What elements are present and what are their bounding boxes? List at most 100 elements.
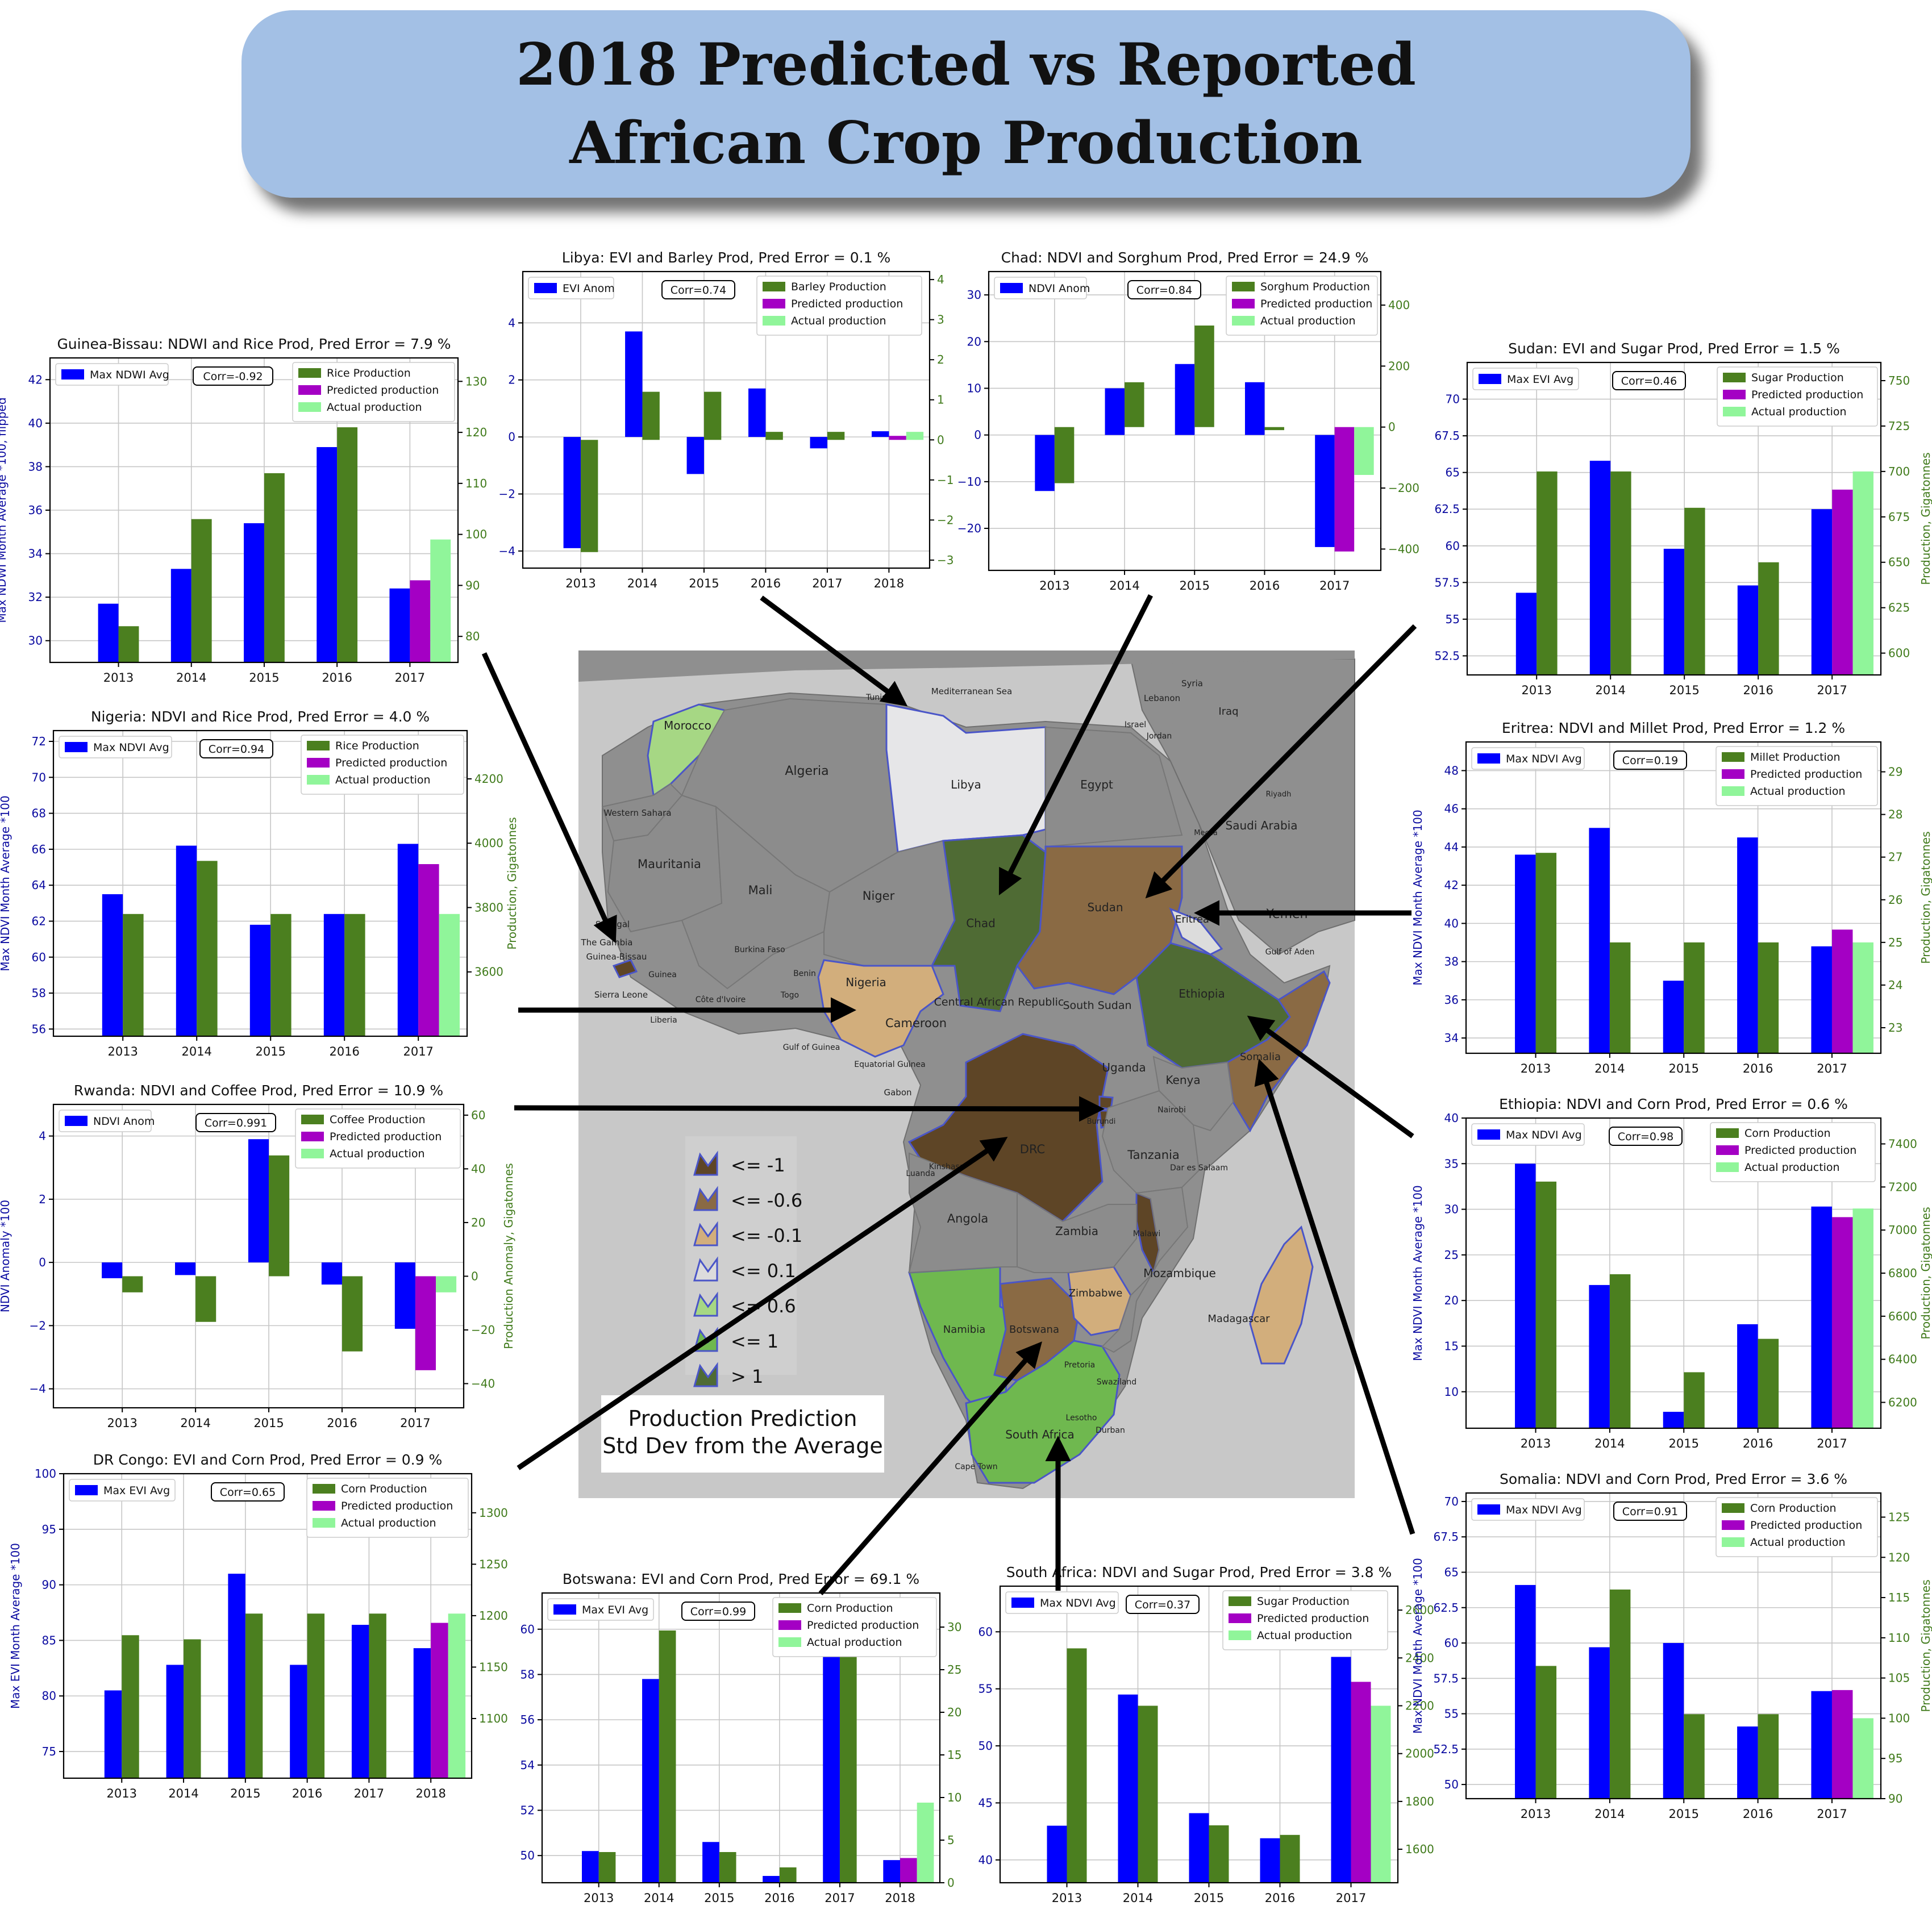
legend-swatch bbox=[307, 741, 330, 750]
legend-swatch bbox=[1723, 373, 1746, 382]
corr-box bbox=[1127, 280, 1201, 299]
legend-label: Predicted production bbox=[330, 1131, 442, 1143]
y-tick-label: 60 bbox=[32, 950, 46, 964]
y2-axis-label: Production Anomaly, Gigatonnes bbox=[502, 1163, 515, 1349]
y-tick-label: 30 bbox=[1444, 1203, 1459, 1216]
y2-tick-label: −200 bbox=[1388, 481, 1419, 495]
x-tick-label: 2017 bbox=[395, 671, 425, 685]
legend-label: Sugar Production bbox=[1257, 1595, 1350, 1608]
bar-max-ndvi-avg-2013 bbox=[1515, 1584, 1536, 1799]
y-tick-label: 66 bbox=[32, 843, 46, 856]
chart-nigeria: 56 58 60 62 64 66 68 70 72 3600 3800 4000 4200 2013 20… bbox=[0, 708, 519, 1058]
chart-south-africa: 40 45 50 55 60 1600 1800 2000 2200 2400 2600 2013 20… bbox=[979, 1564, 1434, 1905]
bar-actual-production-2017 bbox=[1354, 427, 1374, 476]
legend-swatch bbox=[61, 369, 84, 380]
legend-label: Predicted production bbox=[791, 298, 903, 310]
legend-label: Predicted production bbox=[807, 1619, 919, 1632]
map-label: Burkina Faso bbox=[734, 945, 785, 954]
legend-swatch bbox=[693, 1291, 718, 1317]
x-tick-label: 2016 bbox=[751, 577, 781, 590]
y-tick-label: 55 bbox=[1444, 1707, 1459, 1721]
y-tick-label: 0 bbox=[974, 428, 981, 442]
y-tick-label: 64 bbox=[32, 878, 46, 892]
legend-label: Max NDVI Avg bbox=[1506, 1504, 1582, 1516]
y-tick-label: 20 bbox=[1444, 1294, 1459, 1307]
y-tick-label: 25 bbox=[1444, 1248, 1459, 1262]
x-tick-label: 2016 bbox=[1743, 1807, 1773, 1821]
bar-max-ndvi-avg-2017 bbox=[1331, 1657, 1351, 1883]
bar-max-ndwi-avg-2015 bbox=[244, 523, 264, 662]
legend-left bbox=[1005, 1591, 1119, 1614]
legend-label: Max NDVI Avg bbox=[1506, 753, 1582, 765]
bar-millet-production-2013 bbox=[1535, 853, 1557, 1053]
map-label: Mediterranean Sea bbox=[931, 686, 1012, 697]
bar-corn-production-2016 bbox=[1758, 1338, 1779, 1428]
y-axis-label: Max NDVI Month Average *100 bbox=[0, 795, 12, 971]
legend-label: Sugar Production bbox=[1751, 372, 1844, 384]
legend-swatch bbox=[778, 1603, 801, 1613]
bar-actual-production-2018 bbox=[917, 1803, 934, 1883]
bar-actual-production-2017 bbox=[1852, 942, 1873, 1053]
corr-label: Corr=0.65 bbox=[220, 1486, 276, 1499]
bar-barley-production-2016 bbox=[765, 432, 783, 440]
bar-actual-production-2018 bbox=[906, 432, 924, 440]
y-tick-label: 70 bbox=[32, 770, 46, 784]
chart-dr-congo: 75 80 85 90 95 100 1100 1150 1200 1250 1300 2013 201… bbox=[9, 1452, 508, 1800]
bar-predicted-production-2017 bbox=[1832, 489, 1853, 675]
legend-swatch bbox=[1716, 1162, 1739, 1172]
legend-right bbox=[772, 1597, 937, 1657]
bar-barley-production-2014 bbox=[642, 391, 660, 440]
y-tick-label: 10 bbox=[967, 381, 981, 395]
y-tick-label: 52.5 bbox=[1434, 649, 1460, 662]
bar-evi-anom-2016 bbox=[748, 388, 766, 437]
legend-label: Actual production bbox=[1750, 785, 1846, 798]
corr-box bbox=[1612, 371, 1686, 390]
y2-tick-label: 1100 bbox=[479, 1712, 508, 1725]
legend-label: Max NDVI Avg bbox=[1040, 1597, 1116, 1609]
y2-tick-label: 1150 bbox=[479, 1660, 508, 1674]
y2-tick-label: 1 bbox=[937, 393, 944, 407]
y2-tick-label: 120 bbox=[465, 426, 487, 439]
chart-somalia: 50 52.5 55 57.5 60 62.5 65 67.5 70 90 95 100 105 110 1… bbox=[1411, 1471, 1932, 1821]
y-tick-label: 34 bbox=[28, 547, 43, 561]
legend-right bbox=[295, 1108, 461, 1169]
x-tick-label: 2016 bbox=[329, 1045, 359, 1058]
bar-max-evi-avg-2015 bbox=[702, 1842, 719, 1883]
bar-max-evi-avg-2018 bbox=[883, 1860, 900, 1883]
y-axis-label: Max EVI Month Average *100 bbox=[9, 1543, 22, 1709]
y2-axis-label: Production, Gigatonnes bbox=[1919, 1207, 1932, 1339]
bar-evi-anom-2014 bbox=[625, 331, 643, 437]
chart-title: Libya: EVI and Barley Prod, Pred Error =… bbox=[562, 249, 890, 266]
bar-actual-production-2017 bbox=[1852, 471, 1873, 675]
bar-coffee-production-2015 bbox=[269, 1155, 290, 1277]
x-tick-label: 2017 bbox=[354, 1787, 384, 1800]
map-label: Saudi Arabia bbox=[1226, 819, 1298, 832]
x-tick-label: 2018 bbox=[415, 1787, 445, 1800]
y2-tick-label: −1 bbox=[937, 473, 953, 487]
x-tick-label: 2013 bbox=[1521, 683, 1551, 697]
y-tick-label: 65 bbox=[1446, 466, 1460, 479]
legend-swatch bbox=[298, 368, 321, 378]
bar-ndvi-anom-2013 bbox=[102, 1262, 123, 1278]
x-tick-label: 2013 bbox=[1039, 579, 1069, 593]
bar-max-ndwi-avg-2014 bbox=[170, 569, 191, 662]
y-tick-label: −2 bbox=[499, 487, 515, 501]
map-country-south-africa bbox=[965, 1340, 1121, 1484]
x-tick-label: 2014 bbox=[644, 1891, 674, 1905]
x-tick-label: 2013 bbox=[103, 671, 134, 685]
map-label: Mauritania bbox=[638, 857, 701, 871]
y-tick-label: 70 bbox=[1446, 393, 1460, 406]
legend-label: Predicted production bbox=[327, 384, 439, 397]
bar-max-ndvi-avg-2017 bbox=[1811, 946, 1832, 1053]
corr-label: Corr=0.98 bbox=[1618, 1131, 1673, 1143]
y-tick-label: 42 bbox=[28, 373, 43, 386]
y-axis-label: Max NDVI Month Average *100 bbox=[1411, 1185, 1425, 1361]
bar-actual-production-2017 bbox=[1371, 1705, 1391, 1883]
corr-label: Corr=0.91 bbox=[1622, 1506, 1678, 1518]
corr-label: Corr=0.46 bbox=[1621, 375, 1677, 387]
map-label: Zambia bbox=[1055, 1224, 1098, 1238]
legend-swatch bbox=[1477, 1129, 1500, 1140]
